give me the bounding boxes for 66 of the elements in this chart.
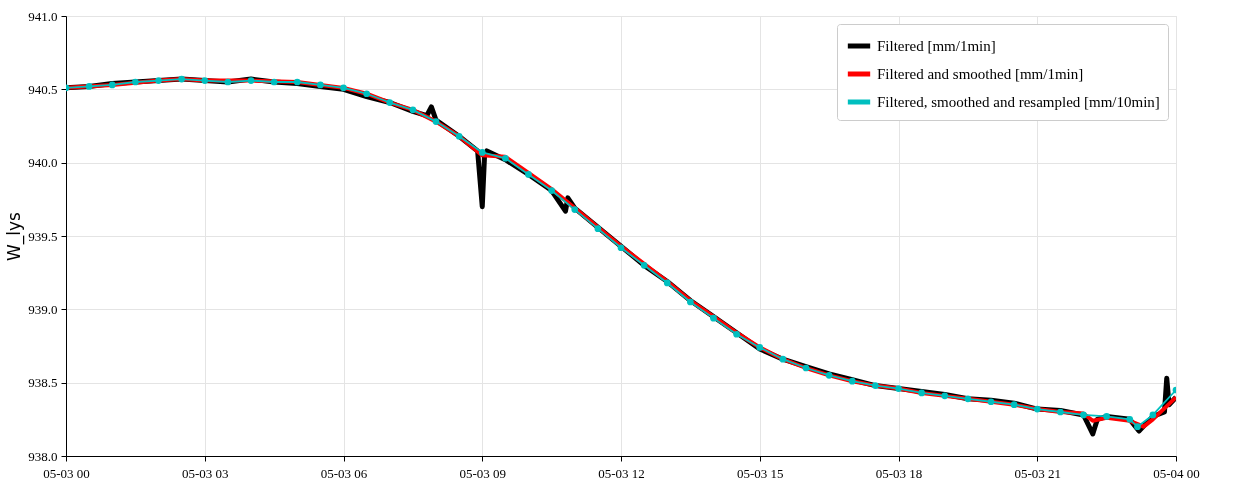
x-tick-label: 05-03 18 xyxy=(875,465,923,481)
point xyxy=(502,154,509,162)
point xyxy=(432,118,440,125)
point xyxy=(941,392,949,400)
legend-label: Filtered [mm/1min] xyxy=(877,38,996,54)
point xyxy=(132,78,139,86)
point xyxy=(1010,401,1018,409)
x-tick-label: 05-03 06 xyxy=(320,465,368,481)
y-tick-label: 939.5 xyxy=(28,228,58,244)
point xyxy=(317,81,324,89)
point xyxy=(895,385,902,392)
point xyxy=(293,78,301,86)
point xyxy=(733,330,740,338)
point xyxy=(108,81,116,89)
point xyxy=(802,364,810,372)
point xyxy=(594,225,602,233)
x-tick-label: 05-03 03 xyxy=(181,465,229,481)
y-tick-label: 940.5 xyxy=(28,81,58,97)
point xyxy=(85,83,93,90)
point xyxy=(825,371,833,379)
point xyxy=(1103,413,1110,420)
point xyxy=(617,244,625,252)
point xyxy=(409,106,417,114)
point xyxy=(363,90,370,98)
y-tick-label: 940.0 xyxy=(28,155,58,171)
point xyxy=(455,132,463,140)
x-tick-label: 05-03 00 xyxy=(43,465,90,481)
point xyxy=(1033,405,1041,413)
point xyxy=(756,344,764,351)
y-tick-label: 938.5 xyxy=(28,375,58,391)
point xyxy=(872,382,879,389)
point xyxy=(1080,411,1087,419)
point xyxy=(224,78,232,86)
point xyxy=(548,187,555,194)
point xyxy=(478,149,486,156)
y-tick-label: 938.0 xyxy=(28,448,58,464)
x-tick-label: 05-03 09 xyxy=(459,465,507,481)
point xyxy=(386,99,394,106)
legend-label: Filtered, smoothed and resampled [mm/10min] xyxy=(877,94,1160,110)
x-tick-label: 05-03 12 xyxy=(598,465,645,481)
point xyxy=(270,78,278,86)
y-tick-label: 941.0 xyxy=(28,8,58,24)
point xyxy=(155,77,162,84)
point xyxy=(918,389,925,397)
y-axis-title: W_lys xyxy=(4,211,26,261)
y-tick-label: 939.0 xyxy=(28,301,58,317)
legend-label: Filtered and smoothed [mm/1min] xyxy=(877,66,1084,82)
point xyxy=(779,355,787,363)
point xyxy=(663,279,671,287)
point xyxy=(571,206,579,213)
point xyxy=(987,398,995,406)
point xyxy=(1126,415,1134,423)
x-tick-label: 05-03 21 xyxy=(1014,465,1062,481)
point xyxy=(687,298,694,306)
point xyxy=(525,171,532,178)
point xyxy=(848,377,856,385)
point xyxy=(710,314,717,322)
point xyxy=(201,77,209,84)
x-tick-label: 05-03 15 xyxy=(736,465,784,481)
point xyxy=(247,77,255,84)
point xyxy=(640,261,648,269)
point xyxy=(178,75,185,83)
point xyxy=(340,84,347,92)
point xyxy=(964,395,972,403)
x-tick-label: 05-04 00 xyxy=(1153,465,1200,481)
point xyxy=(1057,408,1064,416)
